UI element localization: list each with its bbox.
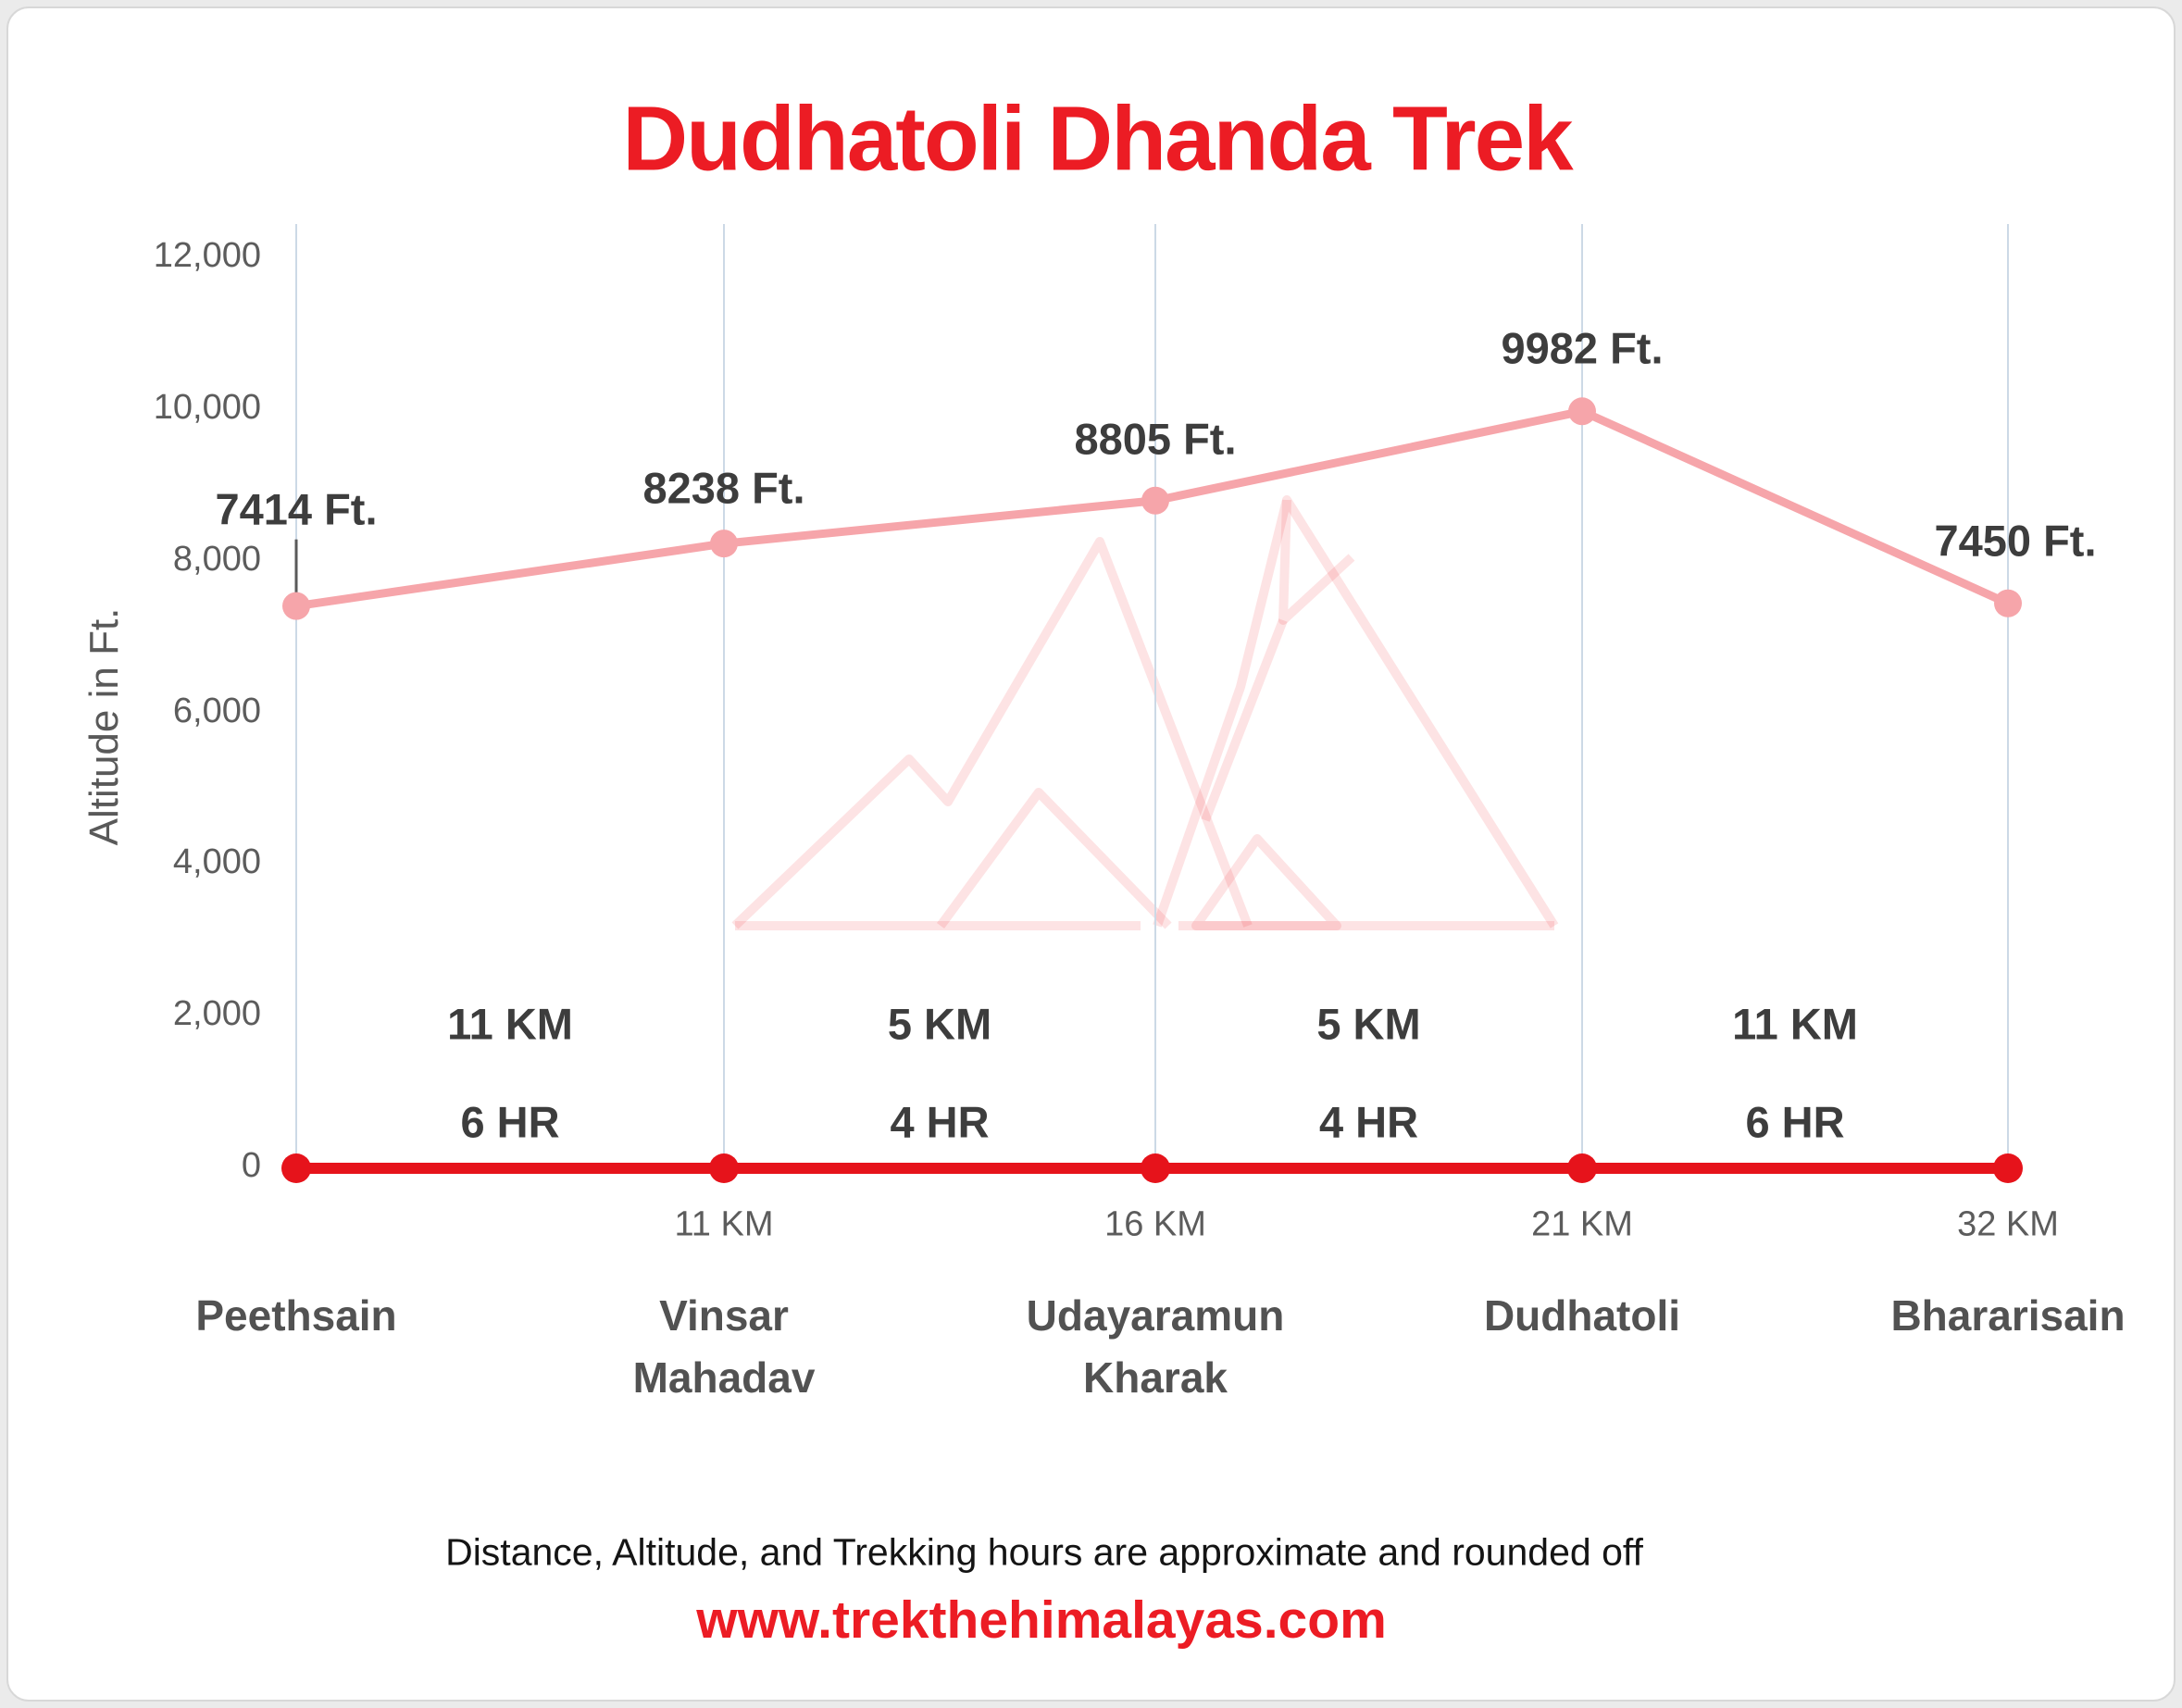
watermark-path xyxy=(731,537,1253,929)
watermark-path xyxy=(1201,618,1288,822)
station-name: Udayaramun xyxy=(1026,1291,1285,1340)
segment-hours-label: 6 HR xyxy=(460,1097,560,1147)
altitude-marker xyxy=(1994,589,2022,617)
watermark-path xyxy=(1278,499,1355,625)
segment-hours-label: 4 HR xyxy=(890,1097,990,1147)
baseline-dot xyxy=(1141,1153,1170,1183)
station-name: Peethsain xyxy=(195,1291,397,1340)
segment-distance-label: 5 KM xyxy=(1316,999,1421,1049)
station-name: Dudhatoli xyxy=(1483,1291,1681,1340)
cumulative-distance-label: 21 KM xyxy=(1531,1204,1633,1244)
y-tick-label: 0 xyxy=(241,1146,261,1185)
baseline-dot xyxy=(1567,1153,1597,1183)
watermark-path xyxy=(936,788,1172,929)
altitude-label: 7450 Ft. xyxy=(1934,516,2097,566)
station-name: Kharak xyxy=(1083,1353,1228,1402)
y-tick-label: 10,000 xyxy=(153,387,261,427)
watermark-path xyxy=(1191,834,1341,930)
watermark-path xyxy=(1153,495,1559,929)
altitude-label: 8805 Ft. xyxy=(1074,414,1237,464)
chart-title: Dudhatoli Dhanda Trek xyxy=(622,87,1573,190)
y-tick-label: 12,000 xyxy=(153,236,261,275)
footer-note: Distance, Altitude, and Trekking hours a… xyxy=(445,1530,1643,1574)
station-name: Bhararisain xyxy=(1890,1291,2126,1340)
segment-hours-label: 6 HR xyxy=(1745,1097,1845,1147)
y-axis-title: Altitude in Ft. xyxy=(81,607,127,846)
y-tick-label: 6,000 xyxy=(172,691,261,730)
y-tick-label: 2,000 xyxy=(172,994,261,1034)
segment-distance-label: 11 KM xyxy=(1732,999,1858,1049)
altitude-label: 8238 Ft. xyxy=(642,463,805,513)
altitude-marker xyxy=(1141,486,1169,515)
cumulative-distance-label: 32 KM xyxy=(1957,1204,2059,1244)
baseline-dot xyxy=(281,1153,311,1183)
altitude-marker xyxy=(282,592,310,620)
cumulative-distance-label: 16 KM xyxy=(1104,1204,1206,1244)
y-tick-label: 8,000 xyxy=(172,539,261,579)
segment-hours-label: 4 HR xyxy=(1318,1097,1419,1147)
cumulative-distance-label: 11 KM xyxy=(674,1204,774,1244)
segment-distance-label: 11 KM xyxy=(447,999,573,1049)
altitude-label: 7414 Ft. xyxy=(215,484,378,534)
website-url: www.trekthehimalayas.com xyxy=(696,1590,1387,1650)
y-tick-label: 4,000 xyxy=(172,842,261,882)
baseline-dot xyxy=(1993,1153,2023,1183)
baseline-dot xyxy=(709,1153,739,1183)
station-name: Mahadav xyxy=(632,1353,816,1402)
altitude-marker xyxy=(1568,397,1596,426)
watermark-logo xyxy=(731,495,1559,930)
chart-card xyxy=(6,6,2176,1702)
segment-distance-label: 5 KM xyxy=(887,999,992,1049)
altitude-marker xyxy=(710,530,738,558)
station-name: Vinsar xyxy=(659,1291,789,1340)
altitude-label: 9982 Ft. xyxy=(1501,323,1664,373)
